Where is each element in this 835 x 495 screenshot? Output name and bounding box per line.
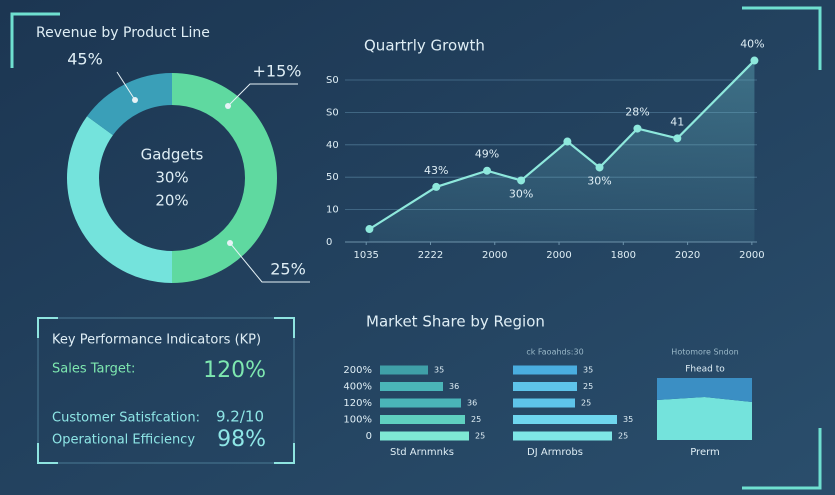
kpi-value: 9.2/10 (216, 408, 264, 426)
donut-slice (87, 73, 172, 136)
leader-dot (132, 97, 138, 103)
line-point (563, 137, 572, 146)
point-annotation: 41 (670, 115, 684, 128)
bar-value-text: 25 (583, 382, 593, 391)
point-annotation: 43% (424, 164, 448, 177)
bar-value-text: 35 (623, 415, 633, 424)
leader-dot (227, 240, 233, 246)
bar (380, 382, 443, 391)
donut-center-text: 20% (155, 192, 188, 210)
bar-value-text: 36 (449, 382, 459, 391)
leader-line (229, 242, 310, 283)
donut-center-text: Gadgets (141, 146, 204, 164)
bar-value-text: 25 (475, 432, 485, 441)
bar (380, 415, 465, 424)
y-tick-label: 40 (326, 140, 339, 151)
kpi-value: 120% (203, 358, 266, 383)
bar (380, 365, 428, 375)
bar (513, 382, 577, 391)
bar-value-text: 25 (618, 432, 628, 441)
bar-value-text: 25 (471, 415, 481, 424)
x-tick-label: 2222 (418, 250, 443, 261)
y-tick-label: 0 (366, 431, 372, 442)
y-tick-label: 50 (326, 172, 339, 183)
bar-value-text: 36 (467, 399, 477, 408)
kpi-label: Customer Satisfcation: (52, 411, 200, 426)
donut-slice (172, 73, 277, 283)
kpi-title: Key Performance Indicators (KP) (52, 333, 261, 348)
panel-title: ck Faoahds:30 (526, 348, 583, 357)
donut-slice (67, 116, 172, 283)
bar-value-text: 25 (581, 399, 591, 408)
panel-title: Hotomore Sndon (671, 348, 738, 357)
kpi-label: Operational Efficiency (52, 433, 195, 448)
corner-brackets (10, 6, 822, 490)
y-tick-label: 10 (326, 205, 339, 216)
line-point (365, 225, 374, 234)
line-point (595, 163, 604, 172)
point-annotation: 40% (740, 38, 764, 51)
leader-dot (225, 103, 231, 109)
line-point (673, 134, 682, 143)
bar (513, 365, 577, 375)
y-tick-label: S0 (326, 75, 339, 86)
point-annotation: 49% (475, 148, 499, 161)
y-tick-label: 200% (343, 365, 372, 376)
x-axis-label: DJ Armrobs (527, 447, 583, 458)
area-band (657, 397, 752, 440)
x-axis-label: Std Arnmnks (390, 447, 454, 458)
y-tick-label: S0 (326, 107, 339, 118)
bar (513, 415, 617, 424)
donut-annotation: 45% (67, 50, 103, 69)
line-point (432, 182, 441, 191)
line-point (483, 166, 492, 175)
kpi-value: 98% (217, 427, 266, 452)
y-tick-label: 120% (343, 398, 372, 409)
leader-line (227, 83, 298, 107)
chart-title: Revenue by Product Line (36, 25, 210, 41)
donut-annotation: +15% (253, 62, 302, 81)
point-annotation: 30% (587, 174, 611, 187)
y-tick-label: 400% (343, 382, 372, 393)
line-point (750, 56, 759, 65)
x-tick-label: 2000 (739, 250, 764, 261)
leader-line (116, 71, 136, 101)
line-point (633, 124, 642, 133)
x-tick-label: 1800 (611, 250, 636, 261)
kpi-label: Sales Target: (52, 362, 135, 377)
donut-center-text: 30% (155, 169, 188, 187)
point-annotation: 28% (625, 106, 649, 119)
x-tick-label: 1035 (353, 250, 378, 261)
x-tick-label: 2000 (482, 250, 507, 261)
y-tick-label: 0 (326, 237, 332, 248)
point-annotation: 30% (509, 187, 533, 200)
panel-subtitle: Fhead to (685, 365, 725, 375)
bar (513, 398, 575, 408)
bar (380, 398, 461, 408)
section-title: Market Share by Region (366, 313, 545, 331)
bar-value-text: 35 (583, 366, 593, 375)
x-tick-label: 2020 (675, 250, 700, 261)
line-point (517, 176, 526, 185)
y-tick-label: 100% (343, 415, 372, 426)
bar-value-text: 35 (434, 366, 444, 375)
donut-annotation: 25% (270, 260, 306, 279)
x-axis-label: Prerm (690, 447, 720, 458)
bar (380, 431, 469, 441)
x-tick-label: 2000 (546, 250, 571, 261)
bar (513, 431, 612, 441)
area-band (657, 378, 752, 402)
line-area (369, 60, 755, 243)
kpi-panel: Key Performance Indicators (KP) Sales Ta… (37, 317, 295, 464)
chart-title: Quartrly Growth (364, 37, 485, 55)
